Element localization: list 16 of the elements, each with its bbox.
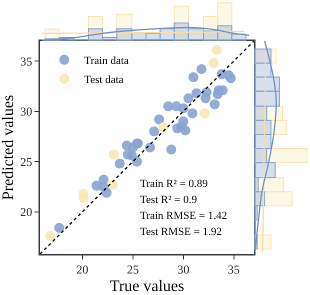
x-tick-label: 20 bbox=[76, 262, 88, 277]
legend-label: Test data bbox=[84, 74, 124, 86]
legend-label: Train data bbox=[84, 55, 129, 68]
x-axis-title: True values bbox=[110, 278, 184, 295]
y-tick-label: 25 bbox=[20, 154, 32, 169]
y-tick-label: 20 bbox=[20, 205, 32, 219]
annotation: Train R² = 0.89 bbox=[140, 178, 208, 190]
y-axis-title: Predicted values bbox=[0, 94, 17, 200]
annotation: Train RMSE = 1.42 bbox=[140, 210, 228, 222]
annotation: Test R² = 0.9 bbox=[140, 194, 198, 206]
x-tick-label: 25 bbox=[126, 262, 139, 277]
y-tick-label: 35 bbox=[20, 54, 32, 68]
annotation: Test RMSE = 1.92 bbox=[140, 226, 222, 238]
x-tick-label: 30 bbox=[177, 262, 190, 277]
x-tick-label: 35 bbox=[228, 262, 240, 277]
y-tick-label: 30 bbox=[20, 104, 32, 119]
